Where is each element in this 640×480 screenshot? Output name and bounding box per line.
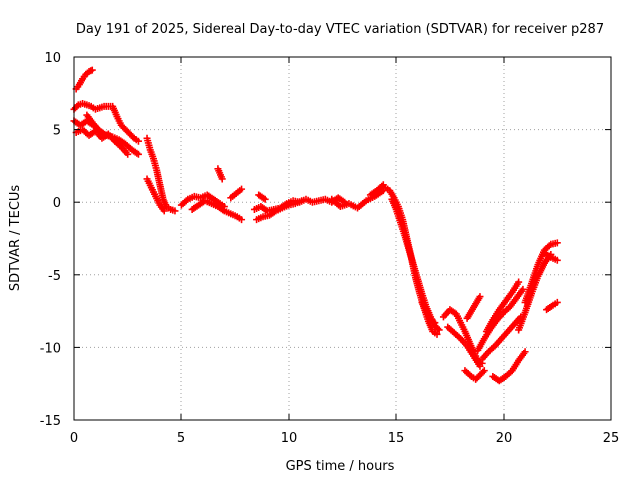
x-tick-labels: 0 5 10 15 20 25 bbox=[70, 431, 619, 446]
data-point bbox=[160, 207, 168, 215]
data-point bbox=[435, 326, 443, 334]
y-tick-label: 5 bbox=[53, 124, 61, 139]
chart-title: Day 191 of 2025, Sidereal Day-to-day VTE… bbox=[76, 22, 604, 37]
x-tick-label: 15 bbox=[388, 431, 405, 446]
data-point bbox=[434, 325, 442, 333]
x-tick-label: 20 bbox=[496, 431, 513, 446]
data-point bbox=[134, 137, 142, 145]
data-point bbox=[171, 207, 179, 215]
data-point bbox=[476, 362, 484, 370]
y-tick-label: -5 bbox=[48, 269, 61, 284]
x-tick-label: 0 bbox=[70, 431, 78, 446]
data-point bbox=[134, 150, 142, 158]
y-tick-label: -15 bbox=[40, 414, 61, 429]
data-point bbox=[238, 216, 246, 224]
data-point bbox=[476, 293, 484, 301]
data-point bbox=[298, 197, 306, 205]
data-point bbox=[553, 256, 561, 264]
y-axis-label: SDTVAR / TECUs bbox=[8, 185, 23, 292]
data-point bbox=[431, 319, 439, 327]
y-tick-label: 10 bbox=[44, 51, 61, 66]
data-point bbox=[480, 367, 488, 375]
x-tick-label: 10 bbox=[281, 431, 298, 446]
data-point bbox=[73, 102, 81, 110]
data-point bbox=[218, 175, 226, 183]
data-point bbox=[261, 195, 269, 203]
y-tick-label: 0 bbox=[53, 196, 61, 211]
x-tick-label: 5 bbox=[177, 431, 185, 446]
y-tick-labels: 10 5 0 -5 -10 -15 bbox=[40, 51, 61, 429]
grid bbox=[74, 57, 611, 420]
x-axis-label: GPS time / hours bbox=[286, 459, 395, 474]
data-point bbox=[521, 348, 529, 356]
data-point bbox=[238, 185, 246, 193]
data-point bbox=[479, 368, 487, 376]
data-point bbox=[553, 298, 561, 306]
y-tick-label: -10 bbox=[40, 341, 61, 356]
x-tick-label: 25 bbox=[603, 431, 620, 446]
data-point bbox=[88, 66, 96, 74]
axis-ticks bbox=[74, 57, 611, 420]
data-point bbox=[515, 278, 523, 286]
data-points bbox=[70, 66, 561, 385]
data-point bbox=[129, 133, 137, 141]
plot-frame bbox=[73, 56, 612, 421]
data-point bbox=[124, 150, 132, 158]
data-point bbox=[102, 131, 110, 139]
data-point bbox=[519, 285, 527, 293]
data-point bbox=[553, 239, 561, 247]
